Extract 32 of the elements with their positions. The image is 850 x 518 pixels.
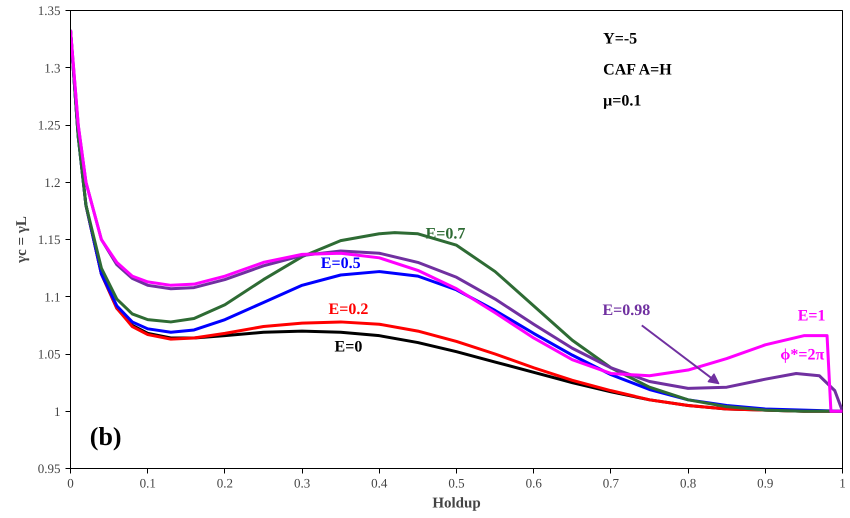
text: E=0.98 xyxy=(602,302,650,319)
x-tick-label: 0.3 xyxy=(294,476,310,490)
x-tick-label: 0.8 xyxy=(680,476,696,490)
x-tick-label: 1 xyxy=(839,476,846,490)
x-tick-label: 0.7 xyxy=(602,476,620,490)
y-tick-label: 1.3 xyxy=(44,60,60,76)
annotation: Y=-5 xyxy=(603,30,638,48)
annotation: μ=0.1 xyxy=(603,92,642,110)
x-tick-label: 0.1 xyxy=(140,476,156,490)
x-tick-label: 0 xyxy=(67,476,74,490)
series-label: E=1 xyxy=(798,308,826,325)
y-tick-label: 1.05 xyxy=(38,346,60,362)
y-tick-label: 1.1 xyxy=(44,289,60,304)
annotation: CAF A=H xyxy=(603,62,672,79)
x-axis-title: Holdup xyxy=(432,496,481,512)
x-tick-label: 0.9 xyxy=(757,476,774,490)
series-label: E=0.2 xyxy=(328,300,368,318)
y-tick-label: 1 xyxy=(54,404,60,419)
x-tick-label: 0.5 xyxy=(448,476,465,490)
y-tick-label: 1.25 xyxy=(38,118,60,132)
x-tick-label: 0.2 xyxy=(216,476,234,490)
y-tick-label: 0.95 xyxy=(38,461,60,476)
y-tick-label: 1.35 xyxy=(38,3,60,18)
x-tick-label: 0.6 xyxy=(526,476,542,490)
series-label: E=0 xyxy=(334,338,362,356)
y-tick-label: 1.15 xyxy=(38,232,60,247)
y-tick-label: 1.2 xyxy=(44,174,60,190)
y-axis-title: γc = γL xyxy=(14,216,30,264)
series-label: E=0.5 xyxy=(320,255,361,272)
x-tick-label: 0.4 xyxy=(371,476,388,490)
annotation: (b) xyxy=(90,422,122,451)
annotation: ϕ*=2π xyxy=(780,346,825,364)
